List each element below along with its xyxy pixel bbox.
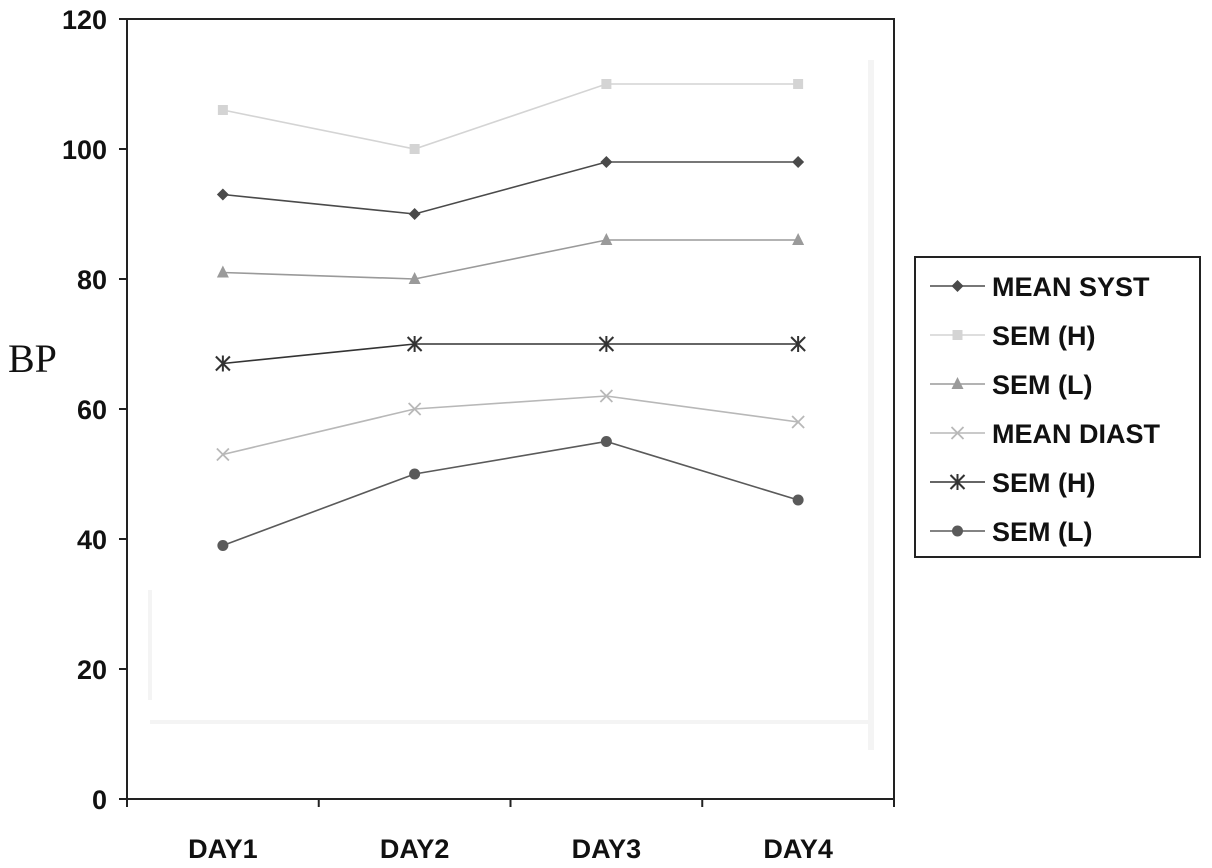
data-point	[217, 105, 228, 115]
series-1	[217, 79, 804, 154]
data-point	[792, 156, 805, 168]
legend-entry: SEM (H)	[930, 468, 1096, 498]
legend-marker	[951, 280, 964, 292]
data-point	[408, 272, 421, 284]
background-ghost-artifacts	[148, 60, 874, 750]
legend-label: MEAN SYST	[992, 272, 1150, 302]
y-tick-label: 20	[77, 655, 107, 685]
legend-label: SEM (H)	[992, 321, 1096, 351]
y-tick-label: 0	[92, 785, 107, 815]
y-axis-label: BP	[8, 336, 57, 381]
data-point	[792, 233, 805, 245]
data-point	[600, 156, 613, 168]
legend-label: SEM (L)	[992, 370, 1093, 400]
series-line	[222, 83, 799, 150]
data-point	[601, 79, 612, 89]
x-tick-label: DAY4	[763, 834, 833, 864]
data-point	[599, 389, 614, 403]
data-point	[217, 540, 229, 551]
legend-marker	[952, 330, 963, 340]
data-point	[409, 468, 421, 480]
series-line	[222, 440, 799, 547]
x-tick-label: DAY3	[572, 834, 642, 864]
legend: MEAN SYST SEM (H) SEM (L) MEAN DIAST SEM (H)…	[914, 256, 1201, 558]
data-point	[216, 265, 229, 278]
y-tick-label: 60	[77, 395, 107, 425]
data-point	[406, 336, 423, 352]
legend-box	[914, 256, 1201, 558]
legend-marker	[950, 426, 965, 440]
legend-entry: SEM (L)	[930, 517, 1093, 547]
legend-marker	[952, 525, 963, 537]
y-tick-label: 40	[77, 525, 107, 555]
data-point	[216, 447, 230, 462]
series-4	[215, 336, 806, 372]
data-point	[408, 208, 421, 220]
legend-entry: MEAN SYST	[930, 272, 1150, 302]
series-line	[222, 161, 799, 215]
plot-area	[126, 18, 895, 800]
legend-marker	[949, 474, 966, 490]
legend-label: MEAN DIAST	[992, 419, 1161, 449]
legend-label: SEM (H)	[992, 468, 1096, 498]
data-point	[793, 79, 804, 89]
series-line	[222, 343, 799, 365]
data-point	[790, 336, 806, 352]
data-point	[600, 436, 612, 447]
data-point	[791, 415, 805, 429]
x-axis: DAY1 DAY2 DAY3 DAY4	[126, 799, 895, 864]
legend-marker	[951, 377, 964, 389]
legend-label: SEM (L)	[992, 517, 1093, 547]
y-tick-label: 80	[77, 265, 107, 295]
series-0	[216, 156, 805, 220]
data-point	[600, 233, 613, 245]
data-point	[598, 336, 615, 352]
legend-entry: MEAN DIAST	[930, 419, 1161, 449]
series-line	[222, 395, 799, 456]
data-point	[792, 494, 804, 506]
plot-frame	[126, 18, 895, 800]
x-tick-label: DAY2	[380, 834, 450, 864]
legend-entry: SEM (L)	[930, 370, 1093, 400]
y-tick-label: 120	[62, 5, 107, 35]
series-line	[222, 239, 799, 280]
series-3	[216, 389, 805, 462]
series-2	[216, 233, 805, 284]
series-5	[217, 436, 804, 551]
series-layer	[215, 79, 806, 551]
x-tick-label: DAY1	[188, 834, 258, 864]
y-axis: 0 20 40 60 80 100 120	[62, 5, 127, 815]
legend-entry: SEM (H)	[930, 321, 1096, 351]
data-point	[216, 188, 229, 201]
data-point	[215, 355, 231, 372]
data-point	[409, 144, 420, 154]
data-point	[407, 402, 422, 416]
y-tick-label: 100	[62, 135, 107, 165]
